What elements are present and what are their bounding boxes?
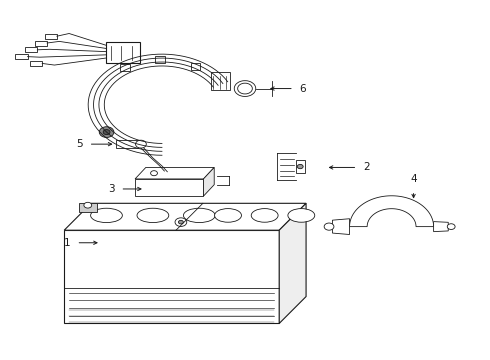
Polygon shape [332,219,349,234]
Text: 3: 3 [108,184,115,194]
Circle shape [297,165,303,169]
Circle shape [99,127,114,138]
Text: 2: 2 [363,162,370,172]
Bar [106,42,140,63]
Ellipse shape [288,208,315,222]
Ellipse shape [183,208,215,222]
Polygon shape [279,203,306,323]
Text: 1: 1 [64,238,71,248]
Polygon shape [64,203,306,230]
Circle shape [136,140,147,148]
Ellipse shape [91,208,122,222]
Polygon shape [434,222,448,231]
Polygon shape [64,230,279,323]
Polygon shape [135,179,203,196]
Circle shape [324,223,334,230]
Circle shape [447,224,455,229]
Text: 6: 6 [300,84,306,94]
Circle shape [84,202,92,208]
Ellipse shape [215,208,242,222]
Circle shape [178,220,183,224]
Ellipse shape [137,208,169,222]
Bar [15,54,27,59]
Circle shape [103,130,110,135]
Polygon shape [135,167,214,179]
Bar [25,47,37,52]
Bar [116,140,138,148]
Bar [79,203,97,212]
Bar [191,63,200,70]
Bar [35,41,47,45]
Circle shape [150,171,157,176]
Text: 5: 5 [76,139,83,149]
Bar [30,61,42,66]
Ellipse shape [251,208,278,222]
Bar [155,56,165,63]
Bar [211,72,230,90]
Polygon shape [203,167,214,196]
Bar [296,160,305,173]
Text: 4: 4 [410,174,417,184]
Bar [45,34,57,39]
Circle shape [175,218,187,226]
Bar [120,64,130,71]
Polygon shape [349,196,434,226]
